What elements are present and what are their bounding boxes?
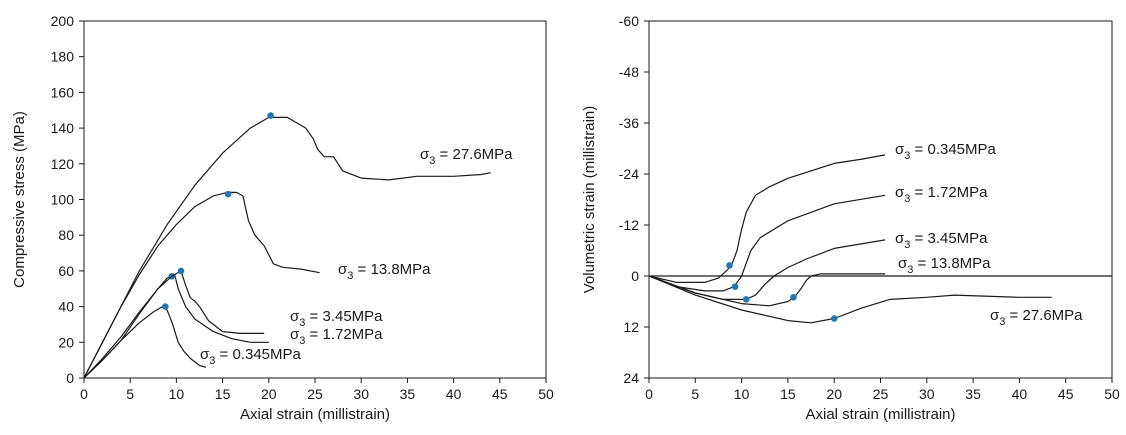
x-axis-label: Axial strain (millistrain) xyxy=(240,406,390,423)
y-axis-label: Compressive stress (MPa) xyxy=(11,111,28,288)
volumetric-strain-panel: 0 5 10 15 20 25 30 35 40 45 50 -60 -48 -36 -24 -12 0 12 24… xyxy=(581,13,1120,423)
x-tick-label: 15 xyxy=(215,386,231,402)
peak-marker xyxy=(790,293,797,301)
x-tick-label: 0 xyxy=(645,386,653,402)
y-tick-label: 0 xyxy=(631,268,639,284)
x-tick-label: 50 xyxy=(538,386,554,402)
series-line xyxy=(83,273,269,379)
y-tick-label: 12 xyxy=(623,319,639,335)
series-label: σ3 = 0.345MPa xyxy=(200,346,302,367)
y-tick-label: -60 xyxy=(619,13,639,29)
series-line xyxy=(648,273,886,307)
x-tick-label: 0 xyxy=(80,386,88,402)
y-tick-label: 120 xyxy=(51,156,75,172)
x-tick-label: 25 xyxy=(873,386,889,402)
x-tick-label: 45 xyxy=(492,386,508,402)
series-label: σ3 = 13.8MPa xyxy=(898,255,991,276)
peak-marker xyxy=(162,303,169,310)
x-tick-label: 25 xyxy=(307,386,323,402)
series-label: σ3 = 27.6MPa xyxy=(990,307,1083,328)
series-line xyxy=(648,275,1052,324)
y-axis-label: Volumetric strain (millistrain) xyxy=(581,106,598,294)
x-tick-label: 5 xyxy=(691,386,699,402)
peak-marker xyxy=(267,112,274,119)
y-tick-label: 0 xyxy=(66,370,74,386)
peak-marker xyxy=(726,262,733,269)
peak-marker xyxy=(731,283,739,290)
x-tick-label: 40 xyxy=(1012,386,1028,402)
x-tick-label: 35 xyxy=(965,386,981,402)
series-label: σ3 = 3.45MPa xyxy=(290,308,383,329)
x-axis-label: Axial strain (millistrain) xyxy=(805,406,955,423)
x-tick-label: 50 xyxy=(1104,386,1120,402)
y-tick-label: -36 xyxy=(619,115,639,131)
series-line xyxy=(648,154,886,283)
series-line xyxy=(83,191,320,379)
series-line xyxy=(83,116,491,379)
series-label: σ3 = 1.72MPa xyxy=(895,184,988,205)
x-tick-label: 45 xyxy=(1058,386,1074,402)
x-tick-label: 35 xyxy=(400,386,416,402)
x-tick-label: 20 xyxy=(261,386,277,402)
y-tick-label: 180 xyxy=(51,49,75,65)
y-tick-label: 80 xyxy=(58,227,74,243)
x-tick-label: 10 xyxy=(734,386,750,402)
stress-strain-panel: 0 5 10 15 20 25 30 35 40 45 50 0 20 40 60 80 100 120 140 16… xyxy=(11,13,554,423)
peak-marker xyxy=(177,267,185,275)
y-tick-label: -24 xyxy=(619,166,639,182)
peak-marker xyxy=(224,190,232,198)
y-tick-label: 60 xyxy=(58,263,74,279)
series-line xyxy=(83,270,265,379)
x-tick-label: 15 xyxy=(780,386,796,402)
x-tick-label: 10 xyxy=(169,386,185,402)
y-tick-label: -48 xyxy=(619,64,639,80)
series-label: σ3 = 13.8MPa xyxy=(338,261,431,282)
series-label: σ3 = 3.45MPa xyxy=(895,230,988,251)
x-tick-label: 30 xyxy=(919,386,935,402)
y-tick-label: 140 xyxy=(51,120,75,136)
x-tick-label: 20 xyxy=(826,386,842,402)
y-tick-label: 160 xyxy=(51,84,75,100)
y-tick-label: 24 xyxy=(623,370,639,386)
series-label: σ3 = 1.72MPa xyxy=(290,326,383,347)
y-tick-label: 20 xyxy=(58,334,74,350)
peak-marker xyxy=(830,315,838,322)
series-label: σ3 = 0.345MPa xyxy=(895,141,997,162)
peak-marker xyxy=(742,296,750,303)
x-tick-label: 40 xyxy=(446,386,462,402)
y-tick-label: 100 xyxy=(51,192,75,208)
y-tick-label: 200 xyxy=(51,13,75,29)
y-tick-label: -12 xyxy=(619,217,639,233)
plot-frame xyxy=(648,20,1113,379)
series-label: σ3 = 27.6MPa xyxy=(420,146,513,167)
x-tick-label: 30 xyxy=(353,386,369,402)
x-tick-label: 5 xyxy=(126,386,134,402)
y-tick-label: 40 xyxy=(58,299,74,315)
series-line xyxy=(648,194,886,292)
